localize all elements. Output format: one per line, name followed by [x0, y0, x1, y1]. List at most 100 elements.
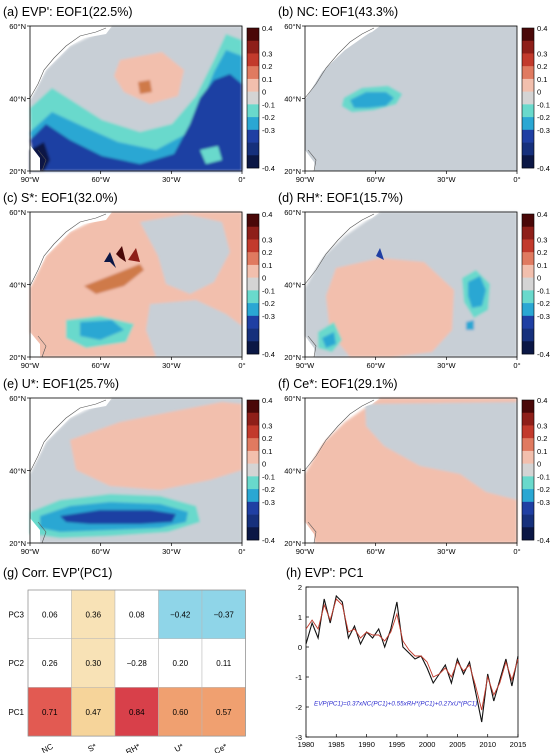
heatmap-cell-label: 0.26 [42, 659, 58, 668]
y-tick-label: 2 [298, 583, 302, 592]
lat-tick-label: 20°N [284, 167, 301, 176]
colorbar-tick-label: 0.2 [262, 248, 272, 257]
panel-c-title: (c) S*: EOF1(32.0%) [3, 191, 118, 205]
heatmap-column-label: Ce* [213, 742, 229, 753]
colorbar-segment [522, 277, 534, 291]
lon-tick-label: 60°W [91, 175, 110, 184]
colorbar-segment [522, 252, 534, 266]
colorbar-segment [522, 450, 534, 464]
lon-tick-label: 90°W [21, 361, 40, 370]
colorbar-tick-label: -0.4 [537, 536, 550, 545]
colorbar-tick-label: -0.1 [537, 472, 550, 481]
lon-tick-label: 0° [513, 547, 520, 556]
lon-tick-label: 90°W [296, 175, 315, 184]
x-tick-label: 2000 [419, 740, 436, 749]
lon-tick-label: 90°W [21, 175, 40, 184]
y-tick-label: 1 [298, 613, 302, 622]
y-tick-label: 0 [298, 643, 302, 652]
lat-tick-label: 40°N [284, 467, 301, 476]
lon-tick-label: 90°W [296, 361, 315, 370]
colorbar-frame [246, 399, 260, 541]
colorbar-tick-label: 0.3 [262, 421, 272, 430]
lon-tick-label: 90°W [296, 547, 315, 556]
colorbar-segment [247, 514, 259, 528]
colorbar-tick-label: 0 [537, 274, 541, 283]
lon-tick-label: 0° [513, 175, 520, 184]
heatmap-row-label: PC1 [8, 708, 24, 717]
colorbar-tick-label: -0.2 [537, 299, 550, 308]
panel-d-title: (d) RH*: EOF1(15.7%) [278, 191, 403, 205]
heatmap-cell-label: 0.08 [129, 610, 145, 619]
colorbar-tick-label: -0.1 [537, 286, 550, 295]
colorbar-segment [522, 142, 534, 156]
colorbar-segment [522, 501, 534, 515]
colorbar-segment [247, 489, 259, 503]
colorbar-tick-label: -0.4 [262, 164, 275, 173]
colorbar-segment [247, 239, 259, 253]
heatmap-cell-label: 0.57 [216, 708, 232, 717]
heatmap-cell [114, 638, 159, 688]
colorbar-tick-label: 0.4 [537, 396, 547, 405]
panel-h-title: (h) EVP': PC1 [286, 566, 363, 580]
colorbar-segment [522, 129, 534, 143]
heatmap-cell [27, 687, 72, 737]
colorbar-tick-label: -0.2 [262, 299, 275, 308]
x-tick-label: 2010 [479, 740, 496, 749]
x-tick-label: 2015 [510, 740, 527, 749]
pc1-reconstruction-line [305, 598, 519, 711]
colorbar-segment [247, 91, 259, 105]
colorbar-segment [522, 117, 534, 131]
pc1-series-line [305, 594, 519, 723]
lat-tick-label: 60°N [9, 208, 26, 217]
lon-tick-label: 60°W [91, 547, 110, 556]
colorbar-segment [247, 117, 259, 131]
colorbar-tick-label: 0 [537, 460, 541, 469]
colorbar-segment [247, 463, 259, 477]
colorbar-segment [247, 214, 259, 228]
colorbar-segment [522, 315, 534, 329]
colorbar-segment [247, 527, 259, 541]
panel-f-title: (f) Ce*: EOF1(29.1%) [278, 377, 397, 391]
colorbar-segment [247, 142, 259, 156]
lon-tick-label: 30°W [162, 175, 181, 184]
colorbar-tick-label: -0.3 [537, 498, 550, 507]
colorbar-segment [247, 155, 259, 169]
correlation-heatmap: PC3 0.06 0.36 0.08 −0.42 −0.37 PC2 0.26 0.30 −0.2… [8, 589, 246, 753]
colorbar-segment [247, 341, 259, 355]
colorbar-segment [247, 450, 259, 464]
colorbar-segment [247, 252, 259, 266]
colorbar-segment [247, 66, 259, 80]
colorbar-segment [522, 290, 534, 304]
colorbar-segment [247, 277, 259, 291]
colorbar-tick-label: 0.2 [262, 62, 272, 71]
colorbar-frame [521, 399, 535, 541]
lat-tick-label: 60°N [284, 394, 301, 403]
map-e [29, 397, 243, 544]
heatmap-cell [71, 638, 116, 688]
regression-annotation: EVP(PC1)=0.37xNC(PC1)+0.55xRH*(PC1)+0.27… [314, 701, 477, 708]
y-tick-label: -2 [295, 703, 302, 712]
lon-tick-label: 0° [513, 361, 520, 370]
colorbar-tick-label: 0 [262, 460, 266, 469]
colorbar-tick-label: 0.4 [537, 24, 547, 33]
colorbar-segment [247, 400, 259, 414]
colorbars: 0.4 0.3 0.2 0.1 0 -0.1 -0.2 -0.3 -0.4 0.4 0.3 0.2 0.… [246, 24, 550, 545]
heatmap-cell [201, 589, 246, 639]
lat-tick-label: 60°N [9, 394, 26, 403]
colorbar-segment [522, 527, 534, 541]
heatmap-cell [158, 589, 203, 639]
colorbar-segment [522, 264, 534, 278]
y-tick-label: -1 [295, 673, 302, 682]
lon-tick-label: 30°W [162, 361, 181, 370]
colorbar-tick-label: 0 [262, 88, 266, 97]
colorbar-segment [522, 514, 534, 528]
colorbar-segment [247, 28, 259, 42]
lat-tick-label: 20°N [9, 167, 26, 176]
colorbar-segment [522, 91, 534, 105]
colorbar-tick-label: 0.3 [537, 49, 547, 58]
y-tick-label: -3 [295, 733, 302, 742]
colorbar-segment [522, 53, 534, 67]
lon-tick-label: 90°W [21, 547, 40, 556]
colorbar-segment [247, 226, 259, 240]
